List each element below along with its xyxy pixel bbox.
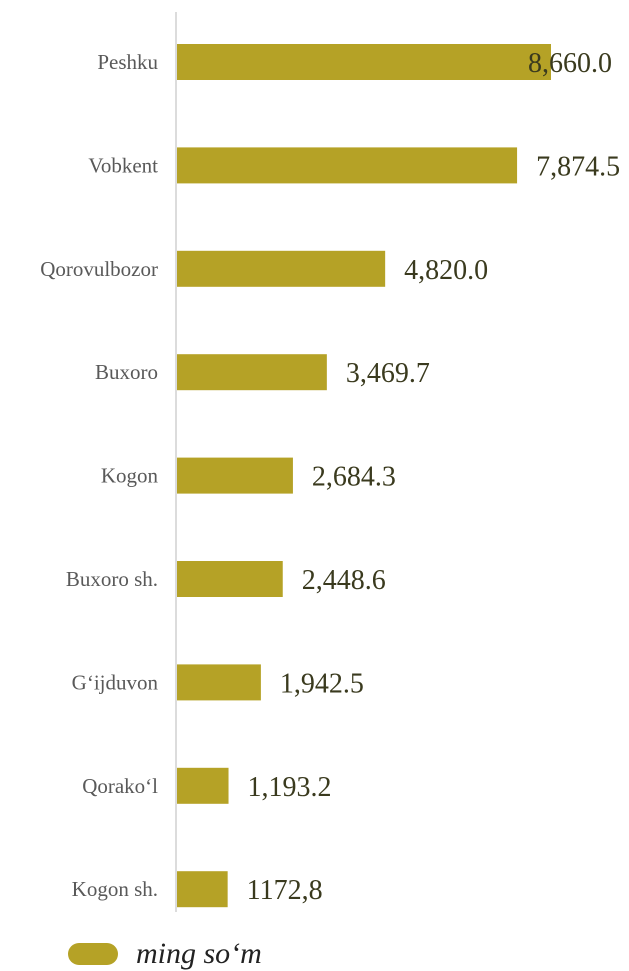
value-label-2: 4,820.0 (404, 255, 488, 286)
bar-chart: Peshku 8,660.0 Vobkent 7,874.5 Qorovulbozor 4… (40, 12, 620, 912)
category-label-2: Qorovulbozor (40, 257, 158, 281)
category-label-0: Peshku (97, 50, 158, 74)
bar-2 (177, 250, 386, 287)
value-label-4: 2,684.3 (312, 462, 396, 493)
category-label-7: Qorako‘l (82, 774, 158, 798)
bar-4 (177, 457, 293, 494)
bars-group: Peshku 8,660.0 Vobkent 7,874.5 Qorovulbozor 4… (40, 44, 620, 908)
bar-1 (177, 147, 518, 184)
bar-8 (177, 871, 228, 908)
bar-7 (177, 767, 229, 804)
category-label-8: Kogon sh. (72, 877, 158, 901)
category-label-3: Buxoro (95, 360, 158, 384)
category-label-1: Vobkent (88, 153, 158, 177)
bar-5 (177, 561, 283, 597)
value-label-0: 8,660.0 (528, 48, 612, 79)
category-label-6: G‘ijduvon (72, 670, 159, 694)
bar-3 (177, 354, 327, 391)
legend-label: ming so‘m (136, 937, 262, 970)
category-label-4: Kogon (101, 464, 159, 488)
value-label-3: 3,469.7 (346, 358, 430, 389)
category-label-5: Buxoro sh. (66, 567, 158, 591)
value-label-1: 7,874.5 (536, 151, 620, 182)
value-label-5: 2,448.6 (302, 565, 386, 596)
value-label-6: 1,942.5 (280, 668, 364, 699)
value-label-7: 1,193.2 (248, 772, 332, 803)
value-label-8: 1172,8 (247, 875, 323, 906)
bar-0 (177, 44, 551, 80)
bar-6 (177, 664, 261, 701)
legend: ming so‘m (68, 937, 262, 971)
legend-swatch (68, 943, 118, 965)
